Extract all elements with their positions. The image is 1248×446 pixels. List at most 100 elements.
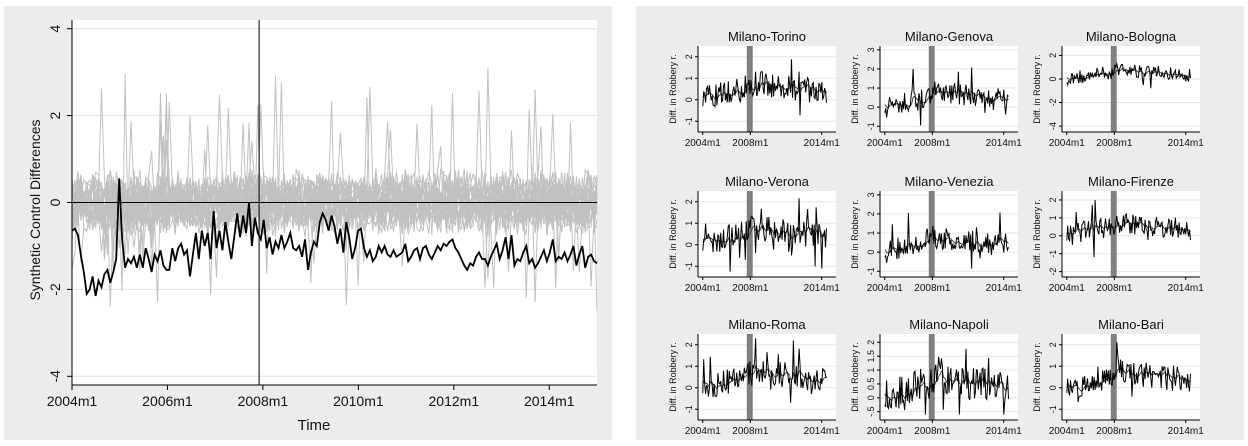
panel-x-tick-label: 2014m1	[986, 138, 1023, 149]
panel-y-axis-label: Diff. in Robbery r.	[1032, 342, 1042, 411]
panel-x-tick-label: 2004m1	[685, 426, 722, 437]
panel-y-tick-label: 2	[684, 342, 694, 347]
panel-y-axis-label: Diff. in Robbery r.	[668, 199, 678, 268]
panel-y-tick-label: 2	[1048, 53, 1058, 58]
y-tick-label: 4	[47, 25, 63, 33]
x-tick-label: 2012m1	[429, 393, 480, 409]
panel-x-tick-label: 2008m1	[1096, 283, 1133, 294]
panel-y-axis-label: Diff. in Robbery r.	[1032, 199, 1042, 268]
panel-y-tick-label: 1	[866, 231, 876, 236]
panel-title: Milano-Torino	[728, 29, 806, 44]
left-x-axis-label: Time	[298, 417, 331, 434]
panel-x-tick-label: 2004m1	[685, 138, 722, 149]
panel-y-tick-label: -1	[866, 267, 876, 275]
panel-y-tick-label: 0	[684, 242, 694, 247]
panel-y-tick-label: 0	[684, 385, 694, 390]
panel-x-tick-label: 2014m1	[1168, 283, 1205, 294]
panel-y-tick-label: -1	[1048, 250, 1058, 258]
panel-plot-area	[880, 46, 1018, 132]
panel-y-axis-label: Diff. in Robbery r.	[850, 54, 860, 123]
panel: Milano-Firenze Diff. in Robbery r. 2 1 0 -1 -2…	[1032, 174, 1204, 294]
panel-y-tick-label: 2	[866, 211, 876, 216]
panel-series-line	[702, 198, 827, 272]
panel-title: Milano-Genova	[905, 29, 994, 44]
panel-series-line	[702, 59, 827, 116]
panel-x-tick-label: 2014m1	[804, 138, 841, 149]
panel-title: Milano-Napoli	[909, 317, 989, 332]
panel-y-tick-label: 0	[684, 97, 694, 102]
treatment-band	[928, 46, 935, 132]
placebo-line	[71, 109, 598, 287]
treated-series	[71, 178, 598, 297]
panel-y-tick-label: 1	[866, 368, 876, 373]
panel-y-tick-label: 2	[1048, 197, 1058, 202]
panel-y-axis-label: Diff. in Robbery r.	[668, 342, 678, 411]
panel-y-tick-label: 0	[866, 395, 876, 400]
x-tick-label: 2010m1	[333, 393, 384, 409]
synthetic-control-chart: 4 2 0 -2 -4 2004m1 2006m1 2008m1 2010m1 2012m1 20…	[4, 6, 612, 440]
panel-series-line	[884, 67, 1009, 126]
panel-title: Milano-Verona	[725, 174, 810, 189]
panel-plot-area	[698, 334, 836, 420]
panel-x-tick-label: 2008m1	[1096, 138, 1133, 149]
panel-y-tick-label: -1	[1048, 405, 1058, 413]
panel-x-tick-label: 2014m1	[986, 426, 1023, 437]
panel-y-tick-label: -1	[684, 405, 694, 413]
panel-y-tick-label: 2	[866, 66, 876, 71]
panel-y-tick-label: 0	[1048, 76, 1058, 81]
panel-y-tick-label: 1	[684, 221, 694, 226]
panel-x-tick-label: 2008m1	[1096, 426, 1133, 437]
panel-y-tick-label: 3	[866, 192, 876, 197]
panel-x-tick-label: 2014m1	[1168, 138, 1205, 149]
treated-line	[71, 178, 598, 297]
panel: Milano-Verona Diff. in Robbery r. 2 1 0 -1 200…	[668, 174, 840, 294]
panel-x-tick-label: 2008m1	[914, 138, 951, 149]
panel-series-line	[1066, 61, 1191, 89]
x-tick-label: 2004m1	[47, 393, 98, 409]
panel-y-tick-label: -1	[684, 117, 694, 125]
y-tick-label: 2	[47, 111, 63, 119]
panel-y-tick-label: 0.5	[866, 378, 876, 391]
panel-y-tick-label: 0	[866, 105, 876, 110]
panel-x-tick-label: 2004m1	[867, 283, 904, 294]
panel: Milano-Bari Diff. in Robbery r. 2 1 0 -1 2004m…	[1032, 317, 1204, 437]
y-tick-label: -2	[47, 283, 63, 296]
panel-series-line	[1066, 341, 1191, 403]
panel-x-tick-label: 2008m1	[914, 283, 951, 294]
panel: Milano-Bologna Diff. in Robbery r. 2 0 -2 -4 2…	[1032, 29, 1204, 149]
panel-title: Milano-Bari	[1098, 317, 1164, 332]
panel-x-tick-label: 2004m1	[1049, 426, 1086, 437]
panel-x-tick-label: 2004m1	[867, 138, 904, 149]
panel-x-tick-label: 2008m1	[732, 283, 769, 294]
panel: Milano-Roma Diff. in Robbery r. 2 1 0 -1 2004m…	[668, 317, 840, 437]
panel-y-tick-label: -1	[866, 122, 876, 130]
treatment-band	[1110, 46, 1117, 132]
panel-y-tick-label: 1	[866, 86, 876, 91]
panel-x-tick-label: 2004m1	[1049, 283, 1086, 294]
panel-plot-area	[1062, 191, 1200, 277]
panel-y-axis-label: Diff. in Robbery r.	[850, 199, 860, 268]
panel-y-tick-label: -.5	[866, 406, 876, 417]
panel-y-tick-label: 1	[1048, 364, 1058, 369]
panel-y-tick-label: 2	[1048, 342, 1058, 347]
panel-plot-area	[880, 334, 1018, 420]
panel-title: Milano-Venezia	[905, 174, 995, 189]
panel-y-tick-label: -4	[1048, 122, 1058, 130]
panel-series-line	[1066, 199, 1191, 258]
panel-x-tick-label: 2004m1	[685, 283, 722, 294]
panel-y-tick-label: -2	[1048, 99, 1058, 107]
left-y-axis-label: Synthetic Control Differences	[27, 119, 43, 300]
panel-y-tick-label: 1.5	[866, 350, 876, 363]
panel: Milano-Genova Diff. in Robbery r. 3 2 1 0 -1 20…	[850, 29, 1022, 149]
x-tick-label: 2006m1	[142, 393, 193, 409]
panel-y-axis-label: Diff. in Robbery r.	[1032, 54, 1042, 123]
panel-title: Milano-Roma	[728, 317, 806, 332]
panel-y-tick-label: 0	[866, 250, 876, 255]
panel: Milano-Napoli Diff. in Robbery r. 2 1.5 1 0.5…	[850, 317, 1022, 437]
panel-x-tick-label: 2004m1	[867, 426, 904, 437]
panel-trend-line	[1066, 367, 1191, 393]
panel: Milano-Torino Diff. in Robbery r. 2 1 0 -1 200…	[668, 29, 840, 149]
panel-plot-area	[1062, 46, 1200, 132]
panel-x-tick-label: 2008m1	[732, 426, 769, 437]
